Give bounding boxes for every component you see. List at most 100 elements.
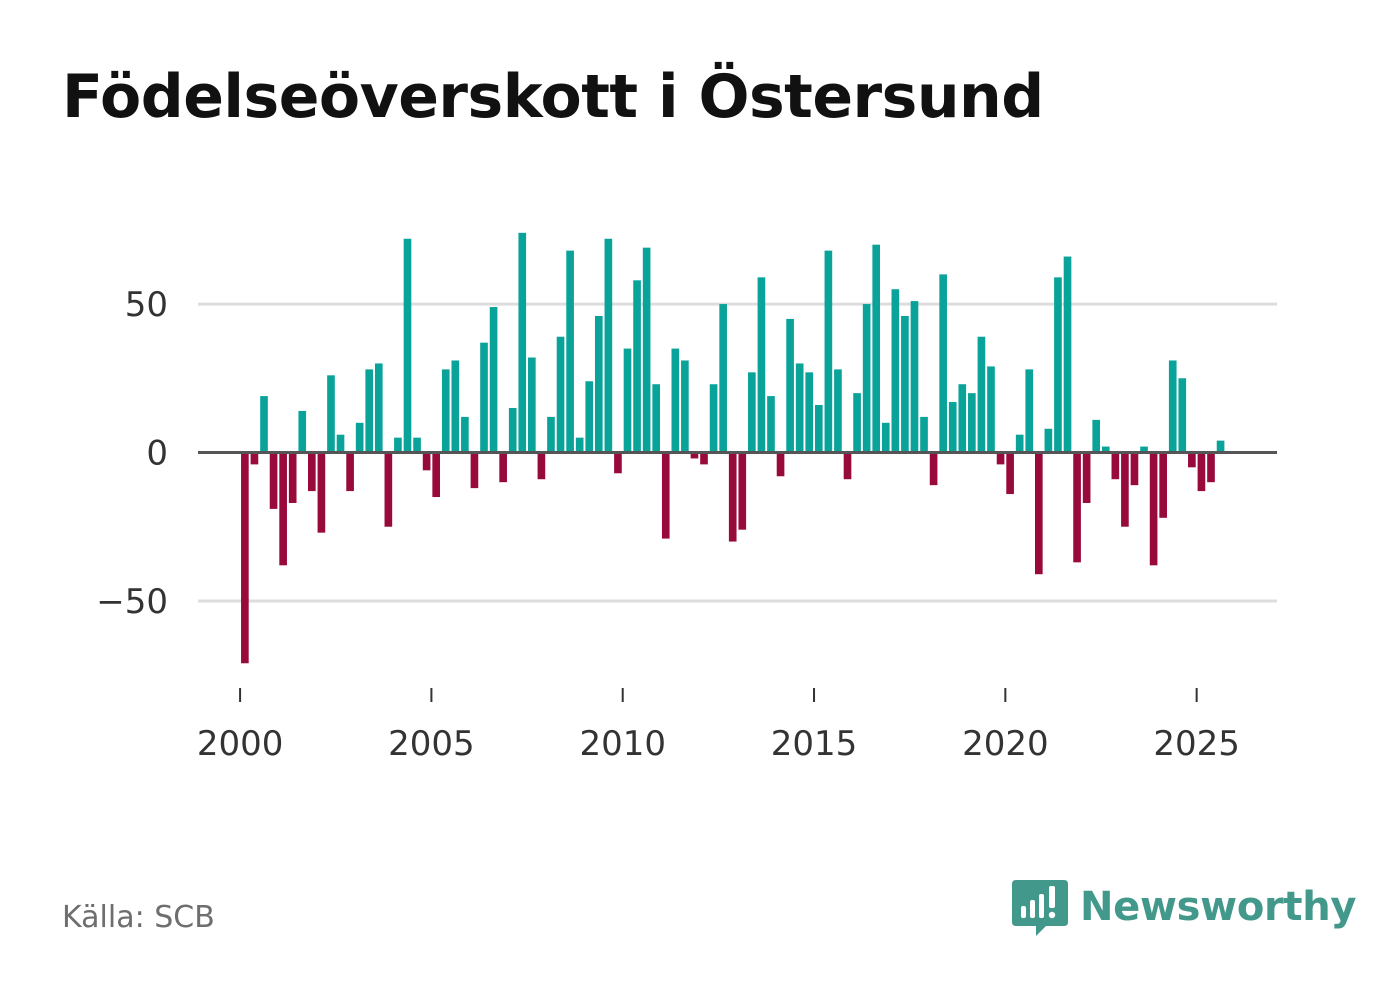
bar bbox=[384, 452, 393, 527]
bar bbox=[1073, 452, 1081, 563]
bar bbox=[260, 396, 268, 453]
bar bbox=[1149, 452, 1158, 566]
bar bbox=[1111, 452, 1120, 480]
x-tick-label: 2020 bbox=[962, 724, 1049, 764]
bar bbox=[413, 437, 421, 453]
bar bbox=[757, 277, 766, 453]
bar bbox=[604, 238, 613, 453]
bar bbox=[374, 363, 383, 453]
bar bbox=[470, 452, 479, 489]
x-tick-label: 2000 bbox=[197, 724, 284, 764]
bar bbox=[556, 336, 565, 453]
bar bbox=[241, 452, 249, 664]
bar bbox=[1054, 277, 1062, 453]
bar bbox=[748, 372, 756, 453]
bar bbox=[279, 452, 287, 566]
bar bbox=[528, 357, 536, 453]
bar bbox=[719, 304, 727, 453]
bar bbox=[566, 250, 574, 453]
bar bbox=[652, 384, 661, 453]
x-tick-label: 2025 bbox=[1153, 724, 1240, 764]
bar bbox=[489, 307, 498, 453]
bar bbox=[1140, 446, 1148, 453]
bar bbox=[451, 360, 460, 453]
bar bbox=[661, 452, 670, 539]
bar bbox=[948, 402, 957, 453]
bar bbox=[575, 437, 584, 453]
bar bbox=[1006, 452, 1014, 495]
source-label: Källa: SCB bbox=[62, 900, 215, 935]
bar bbox=[547, 416, 555, 453]
x-tick-label: 2005 bbox=[388, 724, 475, 764]
bar bbox=[1159, 452, 1167, 518]
bar bbox=[432, 452, 441, 498]
bar bbox=[987, 366, 995, 453]
bar bbox=[1092, 419, 1101, 453]
chart-title: Födelseöverskott i Östersund bbox=[62, 62, 1044, 132]
x-tick-label: 2010 bbox=[579, 724, 666, 764]
bar bbox=[776, 452, 785, 477]
bar bbox=[346, 452, 354, 492]
bar bbox=[288, 452, 297, 503]
bar bbox=[585, 381, 594, 453]
bar bbox=[1178, 378, 1187, 453]
bar bbox=[1207, 452, 1215, 483]
x-tick-label: 2015 bbox=[771, 724, 858, 764]
bar bbox=[508, 407, 517, 453]
bar bbox=[881, 422, 890, 453]
bar bbox=[977, 336, 986, 453]
bar bbox=[700, 452, 708, 465]
bar bbox=[1197, 452, 1206, 492]
bar bbox=[805, 372, 814, 453]
bar bbox=[394, 437, 402, 453]
bar bbox=[767, 396, 775, 453]
bar bbox=[1121, 452, 1129, 527]
bar bbox=[738, 452, 747, 530]
bar bbox=[250, 452, 259, 465]
bar-chart-speech-bubble-icon bbox=[1012, 880, 1068, 936]
bar bbox=[786, 318, 794, 453]
bar bbox=[1015, 434, 1024, 453]
bar bbox=[814, 405, 823, 453]
bar bbox=[1168, 360, 1177, 453]
bar bbox=[681, 360, 689, 453]
gridlines bbox=[198, 302, 1277, 603]
bar bbox=[403, 238, 412, 453]
bar bbox=[1025, 369, 1034, 453]
bar bbox=[614, 452, 622, 474]
bar bbox=[709, 384, 718, 453]
bar bbox=[336, 434, 345, 453]
bar bbox=[1044, 428, 1053, 453]
bar bbox=[671, 348, 680, 453]
bar bbox=[1082, 452, 1091, 503]
bar bbox=[355, 422, 364, 453]
bar bbox=[1130, 452, 1139, 486]
bar bbox=[269, 452, 278, 509]
x-axis: 2000 2005 2010 2015 2020 2025 bbox=[197, 688, 1240, 764]
bar bbox=[1216, 440, 1225, 453]
bar bbox=[327, 375, 335, 453]
bar bbox=[537, 452, 546, 480]
bar bbox=[891, 289, 900, 453]
bar bbox=[996, 452, 1005, 465]
brand-logo[interactable]: Newsworthy bbox=[1010, 876, 1357, 938]
bar bbox=[594, 315, 603, 453]
bar bbox=[795, 363, 804, 453]
bar bbox=[853, 393, 861, 453]
bar bbox=[862, 304, 871, 453]
bar bbox=[308, 452, 316, 492]
bar bbox=[518, 232, 527, 453]
bar bbox=[1188, 452, 1196, 468]
brand-name: Newsworthy bbox=[1080, 884, 1357, 930]
bar bbox=[824, 250, 833, 453]
bar bbox=[968, 393, 976, 453]
y-tick-label: 0 bbox=[146, 434, 168, 474]
bar bbox=[365, 369, 374, 453]
bar bbox=[929, 452, 938, 486]
bar bbox=[872, 244, 881, 453]
bar bbox=[1034, 452, 1043, 575]
bar bbox=[920, 416, 928, 453]
bars bbox=[241, 232, 1225, 664]
bar bbox=[843, 452, 852, 480]
bar bbox=[441, 369, 450, 453]
